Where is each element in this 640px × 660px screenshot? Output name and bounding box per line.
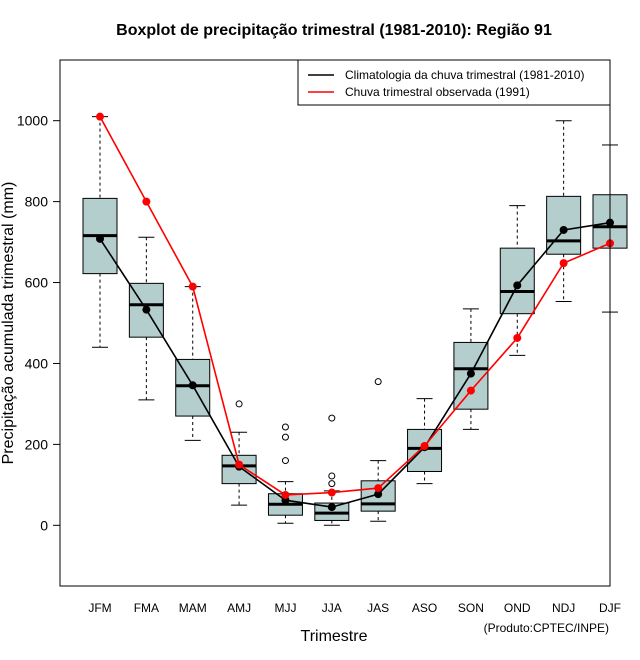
x-tick-label: AMJ [227,601,251,615]
series-point [466,369,475,378]
series-point [513,281,522,290]
series-point [96,234,104,243]
y-tick-label: 1000 [17,113,48,129]
outlier-point [328,480,336,488]
y-axis-label: Precipitação acumulada trimestral (mm) [0,182,17,465]
x-tick-label: DJF [599,601,621,615]
series-point [327,488,336,497]
y-tick-label: 0 [40,517,48,533]
series-point [466,386,475,395]
x-tick-label: MJJ [274,601,296,615]
series-point [142,197,151,206]
series-line [99,221,611,508]
x-tick-label: OND [504,601,531,615]
series-point [374,490,383,499]
outlier-point [328,472,336,480]
footer-credit: (Produto:CPTEC/INPE) [484,621,609,635]
x-tick-label: ASO [412,601,437,615]
x-tick-label: JAS [367,601,389,615]
series-point [188,282,197,291]
x-tick-label: JFM [88,601,111,615]
series-point [235,460,244,469]
series-point [420,442,429,451]
outlier-point [281,433,289,441]
box-ond [499,205,535,356]
series-line [99,116,611,496]
x-tick-label: MAM [179,601,207,615]
y-tick-label: 800 [25,194,49,210]
outlier-point [328,414,336,422]
x-tick-label: JJA [322,601,342,615]
legend-label: Chuva trimestral observada (1991) [345,85,530,99]
chart-title: Boxplot de precipitação trimestral (1981… [116,22,552,39]
series-point [327,503,336,512]
series-point [142,305,151,314]
x-axis-label: Trimestre [301,628,368,645]
y-tick-label: 200 [25,436,49,452]
outlier-point [374,378,382,386]
x-tick-label: NDJ [552,601,575,615]
series-point [96,112,104,121]
series-point [374,484,383,493]
outlier-point [281,457,289,465]
box-jja [314,414,350,526]
observed-series [96,112,614,499]
legend-box [297,59,611,106]
iqr-box [546,195,582,255]
x-tick-label: SON [458,601,484,615]
outlier-point [235,400,243,408]
box-mjj [267,423,303,524]
iqr-box [499,247,535,315]
series-point [513,333,522,342]
outlier-point [281,423,289,431]
series-point [188,381,197,390]
y-tick-label: 400 [25,355,49,371]
x-tick-label: FMA [134,601,159,615]
y-tick-label: 600 [25,275,49,291]
legend-label: Climatologia da chuva trimestral (1981-2… [345,68,584,82]
series-point [559,259,568,268]
series-point [559,225,568,234]
series-point [281,490,290,499]
